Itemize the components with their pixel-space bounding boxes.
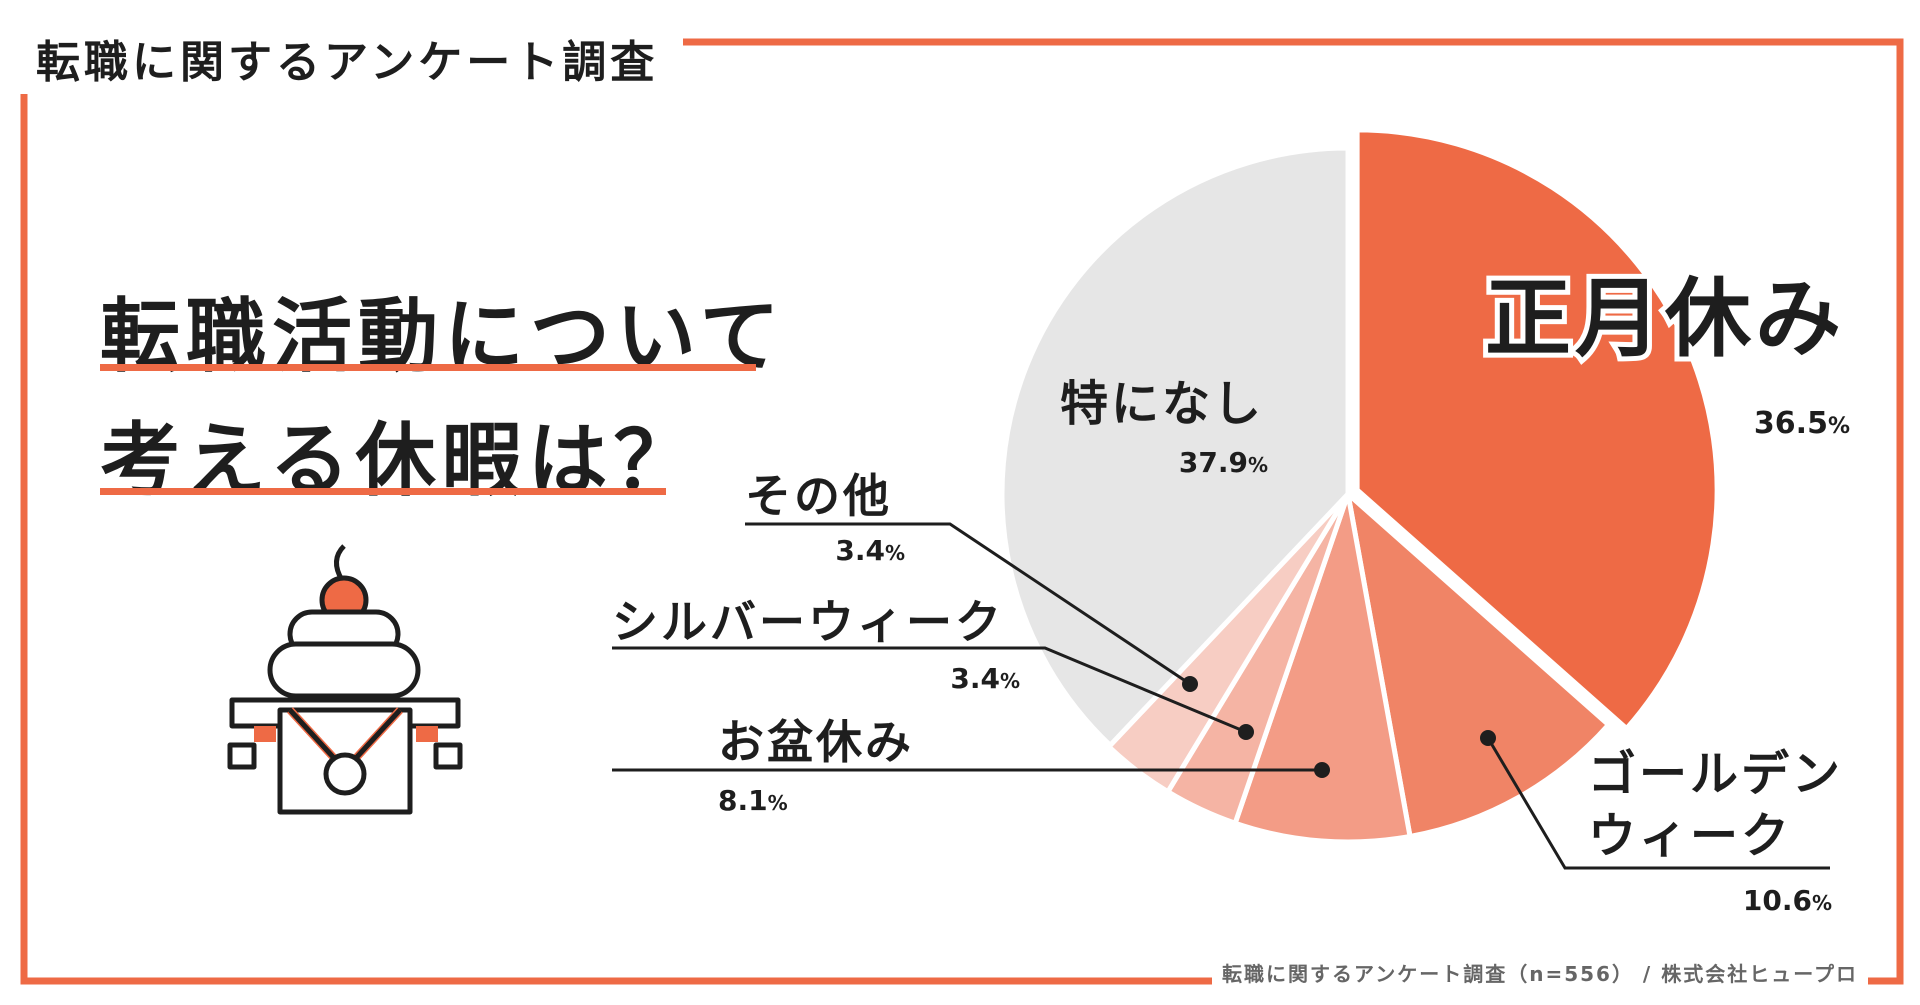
slice-label-3: お盆休み bbox=[718, 715, 914, 769]
pie-slice-3 bbox=[1231, 484, 1413, 845]
footer-source: 転職に関するアンケート調査（n=556） / 株式会社ヒュープロ bbox=[1212, 958, 1868, 987]
slice-value-1: 36.5% bbox=[1754, 406, 1850, 441]
slice-label-6: 特になし bbox=[1060, 376, 1264, 432]
kagami-mochi-icon bbox=[227, 544, 463, 815]
leader-dot-3 bbox=[1314, 762, 1330, 778]
pie-slice-2 bbox=[1344, 487, 1613, 840]
header-title: 転職に関するアンケート調査 bbox=[36, 37, 659, 88]
question-underline-2 bbox=[100, 488, 666, 495]
slice-value-3: 8.1% bbox=[718, 784, 788, 817]
leader-line-4 bbox=[612, 646, 1247, 734]
leader-dot-5 bbox=[1182, 676, 1198, 692]
slice-label-1: 正月休み bbox=[1485, 269, 1845, 369]
slice-label-2: ゴールデンウィーク bbox=[1588, 746, 1843, 864]
pie-slice-1 bbox=[1354, 127, 1720, 733]
slice-label-4: シルバーウィーク bbox=[612, 595, 1004, 649]
slice-label-5: その他 bbox=[745, 469, 892, 523]
leader-line-2 bbox=[1486, 737, 1830, 870]
leader-dot-4 bbox=[1238, 724, 1254, 740]
pie-slice-6 bbox=[999, 145, 1351, 749]
question-underline-1 bbox=[100, 364, 756, 371]
leader-line-5 bbox=[745, 522, 1191, 686]
slice-value-6: 37.9% bbox=[1179, 446, 1268, 479]
slice-value-2: 10.6% bbox=[1743, 884, 1832, 917]
slice-value-5: 3.4% bbox=[835, 534, 905, 567]
frame-border bbox=[20, 38, 1904, 985]
slice-value-4: 3.4% bbox=[950, 662, 1020, 695]
leader-dot-2 bbox=[1480, 730, 1496, 746]
